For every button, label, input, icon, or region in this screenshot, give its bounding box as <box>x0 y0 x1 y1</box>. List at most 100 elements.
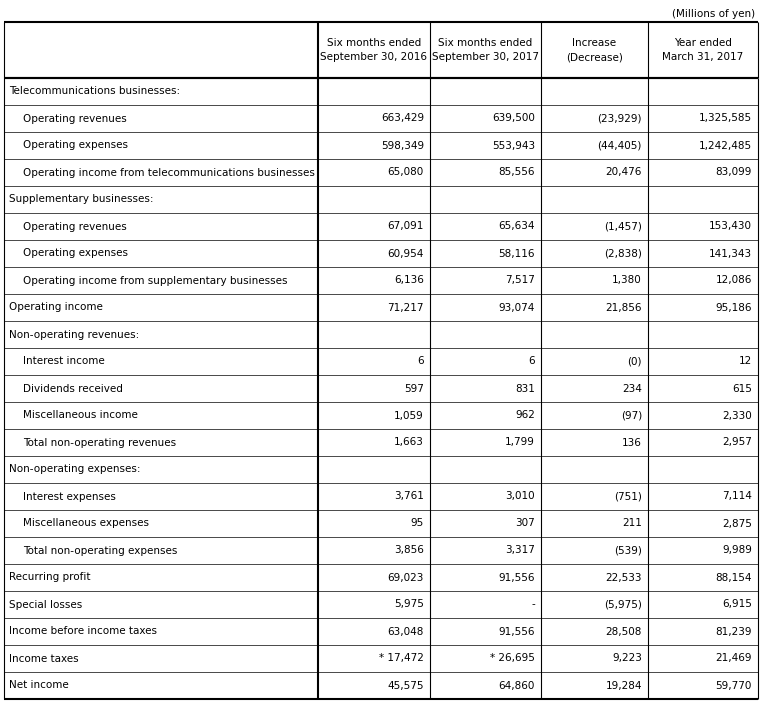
Text: Operating income from supplementary businesses: Operating income from supplementary busi… <box>23 275 287 285</box>
Text: Miscellaneous income: Miscellaneous income <box>23 410 138 421</box>
Text: 93,074: 93,074 <box>498 302 535 313</box>
Text: 91,556: 91,556 <box>498 573 535 582</box>
Text: 65,634: 65,634 <box>498 222 535 232</box>
Text: 21,469: 21,469 <box>716 654 752 664</box>
Text: Special losses: Special losses <box>9 599 82 609</box>
Text: Increase
(Decrease): Increase (Decrease) <box>566 38 623 62</box>
Text: 598,349: 598,349 <box>381 140 424 150</box>
Text: Year ended
March 31, 2017: Year ended March 31, 2017 <box>662 38 744 62</box>
Text: 7,114: 7,114 <box>722 491 752 501</box>
Text: 1,059: 1,059 <box>394 410 424 421</box>
Text: (97): (97) <box>621 410 642 421</box>
Text: 6,136: 6,136 <box>394 275 424 285</box>
Text: Six months ended
September 30, 2017: Six months ended September 30, 2017 <box>432 38 539 62</box>
Text: 597: 597 <box>404 383 424 393</box>
Text: 20,476: 20,476 <box>606 167 642 177</box>
Text: 3,317: 3,317 <box>505 546 535 556</box>
Text: 663,429: 663,429 <box>381 114 424 124</box>
Text: 81,239: 81,239 <box>716 626 752 637</box>
Text: 85,556: 85,556 <box>498 167 535 177</box>
Text: -: - <box>531 599 535 609</box>
Text: 211: 211 <box>622 518 642 529</box>
Text: (Millions of yen): (Millions of yen) <box>672 9 755 19</box>
Text: 234: 234 <box>622 383 642 393</box>
Text: Total non-operating expenses: Total non-operating expenses <box>23 546 178 556</box>
Text: 3,856: 3,856 <box>394 546 424 556</box>
Text: 7,517: 7,517 <box>505 275 535 285</box>
Text: 21,856: 21,856 <box>606 302 642 313</box>
Text: Operating expenses: Operating expenses <box>23 140 128 150</box>
Text: 9,989: 9,989 <box>722 546 752 556</box>
Text: 153,430: 153,430 <box>709 222 752 232</box>
Text: 67,091: 67,091 <box>388 222 424 232</box>
Text: 6: 6 <box>418 357 424 366</box>
Text: 65,080: 65,080 <box>388 167 424 177</box>
Text: 136: 136 <box>622 438 642 448</box>
Text: 28,508: 28,508 <box>606 626 642 637</box>
Text: 12: 12 <box>738 357 752 366</box>
Text: Six months ended
September 30, 2016: Six months ended September 30, 2016 <box>321 38 427 62</box>
Text: * 17,472: * 17,472 <box>379 654 424 664</box>
Text: Total non-operating revenues: Total non-operating revenues <box>23 438 176 448</box>
Text: Net income: Net income <box>9 681 69 690</box>
Text: (5,975): (5,975) <box>604 599 642 609</box>
Text: 5,975: 5,975 <box>394 599 424 609</box>
Text: Operating revenues: Operating revenues <box>23 114 126 124</box>
Text: Income taxes: Income taxes <box>9 654 78 664</box>
Text: Recurring profit: Recurring profit <box>9 573 91 582</box>
Text: 141,343: 141,343 <box>709 249 752 258</box>
Text: 1,799: 1,799 <box>505 438 535 448</box>
Text: 59,770: 59,770 <box>716 681 752 690</box>
Text: (1,457): (1,457) <box>604 222 642 232</box>
Text: 9,223: 9,223 <box>612 654 642 664</box>
Text: 95: 95 <box>411 518 424 529</box>
Text: Income before income taxes: Income before income taxes <box>9 626 157 637</box>
Text: 64,860: 64,860 <box>498 681 535 690</box>
Text: 1,325,585: 1,325,585 <box>699 114 752 124</box>
Text: 71,217: 71,217 <box>388 302 424 313</box>
Text: 553,943: 553,943 <box>492 140 535 150</box>
Text: 83,099: 83,099 <box>716 167 752 177</box>
Text: 88,154: 88,154 <box>716 573 752 582</box>
Text: Miscellaneous expenses: Miscellaneous expenses <box>23 518 149 529</box>
Text: * 26,695: * 26,695 <box>490 654 535 664</box>
Text: 307: 307 <box>515 518 535 529</box>
Text: (44,405): (44,405) <box>597 140 642 150</box>
Text: Operating revenues: Operating revenues <box>23 222 126 232</box>
Text: (23,929): (23,929) <box>597 114 642 124</box>
Text: Supplementary businesses:: Supplementary businesses: <box>9 194 153 205</box>
Text: 63,048: 63,048 <box>388 626 424 637</box>
Text: 6: 6 <box>528 357 535 366</box>
Text: 19,284: 19,284 <box>606 681 642 690</box>
Text: (0): (0) <box>627 357 642 366</box>
Text: 6,915: 6,915 <box>722 599 752 609</box>
Text: Dividends received: Dividends received <box>23 383 123 393</box>
Text: 95,186: 95,186 <box>716 302 752 313</box>
Text: 3,010: 3,010 <box>505 491 535 501</box>
Text: 22,533: 22,533 <box>606 573 642 582</box>
Text: Operating income from telecommunications businesses: Operating income from telecommunications… <box>23 167 315 177</box>
Text: 615: 615 <box>732 383 752 393</box>
Text: 69,023: 69,023 <box>388 573 424 582</box>
Text: 831: 831 <box>515 383 535 393</box>
Text: 1,663: 1,663 <box>394 438 424 448</box>
Text: 45,575: 45,575 <box>388 681 424 690</box>
Text: 3,761: 3,761 <box>394 491 424 501</box>
Text: Interest expenses: Interest expenses <box>23 491 116 501</box>
Text: 639,500: 639,500 <box>492 114 535 124</box>
Text: 2,330: 2,330 <box>722 410 752 421</box>
Text: (2,838): (2,838) <box>604 249 642 258</box>
Text: 1,380: 1,380 <box>612 275 642 285</box>
Text: Telecommunications businesses:: Telecommunications businesses: <box>9 87 180 97</box>
Text: 58,116: 58,116 <box>498 249 535 258</box>
Text: Interest income: Interest income <box>23 357 104 366</box>
Text: Non-operating revenues:: Non-operating revenues: <box>9 330 139 340</box>
Text: 2,957: 2,957 <box>722 438 752 448</box>
Text: 60,954: 60,954 <box>388 249 424 258</box>
Text: Operating income: Operating income <box>9 302 103 313</box>
Text: 12,086: 12,086 <box>716 275 752 285</box>
Text: 962: 962 <box>515 410 535 421</box>
Text: Non-operating expenses:: Non-operating expenses: <box>9 465 140 474</box>
Text: Operating expenses: Operating expenses <box>23 249 128 258</box>
Text: (751): (751) <box>614 491 642 501</box>
